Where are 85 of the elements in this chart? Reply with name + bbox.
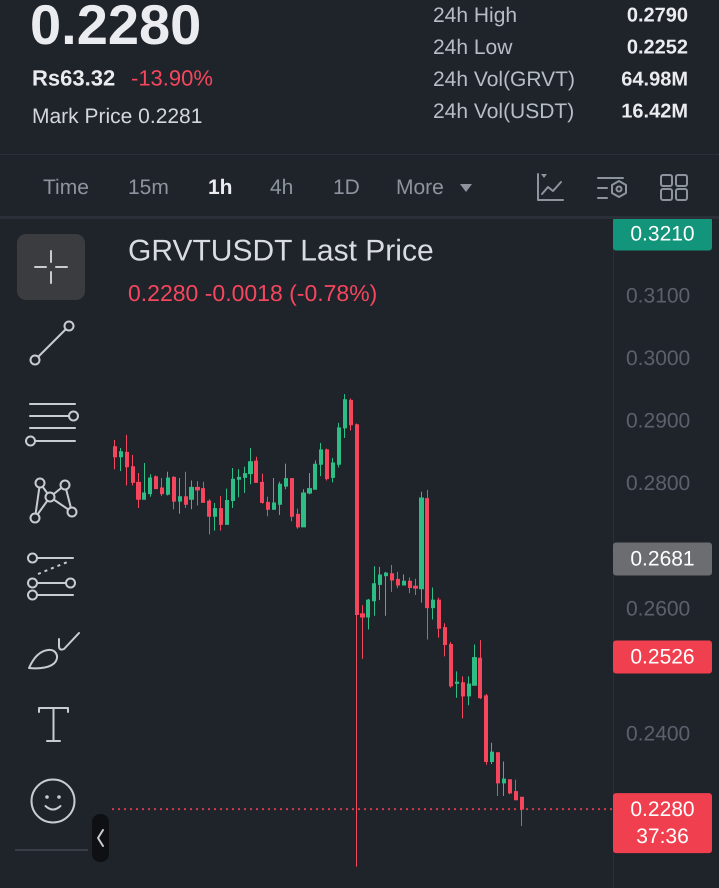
candlestick [278,481,282,516]
candlestick [396,571,400,589]
candlestick [266,496,270,517]
candlestick [331,457,335,483]
text: 0.2526 [613,640,712,673]
candlestick [142,462,146,500]
candlestick [284,463,288,490]
text: 0.2790 [626,4,688,28]
candlestick [225,488,229,525]
y-tick-label: 0.2800 [626,472,690,496]
candlestick [254,456,258,483]
text: Time [43,176,89,200]
candlestick [148,474,152,498]
candlestick [455,670,459,698]
candlestick [384,571,388,616]
candlestick [514,779,518,801]
candlestick [184,471,188,509]
text: 16.42M [621,100,688,124]
text: 24h Vol(GRVT) [433,68,576,92]
candlestick [325,448,329,482]
y-tick-label: 0.2900 [626,410,690,433]
candlestick [237,468,241,498]
text: 4h [270,176,294,200]
candlestick [160,478,164,497]
candlestick [378,566,382,601]
candlestick [478,640,482,700]
text: Rs63.32 [32,65,116,91]
text: -13.90% [131,65,213,91]
candlestick [520,796,524,827]
chart-title: GRVTUSDT Last Price [128,234,434,268]
y-tick-label: 0.3000 [626,346,690,370]
candlestick [419,491,424,604]
candlestick [443,622,447,657]
candlestick [272,478,276,510]
text: Mark Price 0.2281 [32,104,202,130]
y-tick-label: 0.3100 [626,284,690,308]
candlestick [502,761,506,796]
candlestick [119,447,123,472]
candlestick [372,566,376,616]
y-tick-label: 0.2400 [626,722,690,746]
candlestick [154,475,158,490]
text: 0.2681 [613,542,712,575]
candlestick [213,502,217,532]
text: 24h Vol(USDT) [433,100,574,124]
candlestick [219,496,223,532]
candlestick [178,478,182,514]
text: 1h [208,176,233,200]
candlestick [496,752,500,796]
candlestick [343,394,347,438]
text: 0.2280 -0.0018 (-0.78%) [128,280,378,306]
candlestick [484,693,488,766]
candlestick [366,598,370,630]
candlestick [296,508,300,530]
ref-line-label: 0.2280 37:36 [630,798,695,848]
candlestick [231,467,235,509]
candlestick [425,489,429,640]
candlestick [113,439,117,470]
text: More [396,176,444,200]
text: 0.3210 [613,218,712,250]
candlestick [207,498,211,535]
text: 0.2252 [626,36,688,60]
candlestick [402,574,406,586]
candlestick [390,564,394,592]
candlestick [508,779,512,795]
candlestick [290,478,294,522]
text: 64.98M [621,68,688,92]
candlestick [189,480,194,510]
candlestick [437,597,441,638]
candlestick [490,742,494,765]
y-tick-label: 0.2600 [626,597,690,620]
candlestick [260,473,264,504]
text: 24h Low [433,36,512,60]
text: 1D [333,176,360,200]
candlestick [461,676,465,719]
candlestick [172,476,176,510]
candlestick [349,398,353,431]
candlestick [449,642,453,688]
candlestick [337,422,341,468]
candlestick [431,587,435,620]
candlestick [125,434,129,486]
text: 15m [128,176,169,200]
candlestick [319,442,323,477]
text: 0.2280 [30,0,202,58]
candlestick [166,471,170,496]
text: 24h High [433,4,518,28]
